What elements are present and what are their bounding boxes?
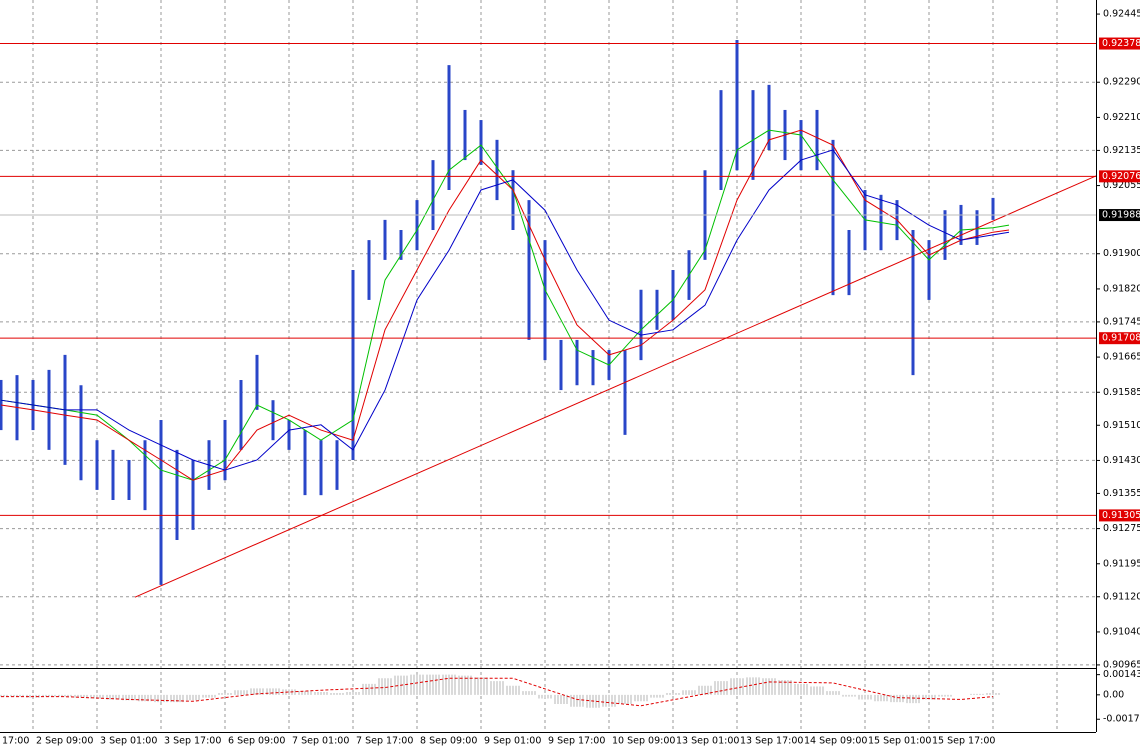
x-tick-label: 3 Sep 01:00 xyxy=(100,736,157,747)
x-tick-label: 15 Sep 01:00 xyxy=(868,736,931,747)
x-tick-label: 9 Sep 01:00 xyxy=(484,736,541,747)
x-tick-label: 3 Sep 17:00 xyxy=(164,736,221,747)
y-tick-label: 0.91430 xyxy=(1103,455,1140,466)
y-tick-label: 0.91040 xyxy=(1103,626,1140,637)
moving-average xyxy=(0,129,1010,481)
y-tick-label: 0.001439 xyxy=(1103,669,1140,680)
level-label: 0.91708 xyxy=(1102,333,1140,344)
x-tick-label: 13 Sep 17:00 xyxy=(740,736,803,747)
x-tick-label: 8 Sep 09:00 xyxy=(420,736,477,747)
level-label: 0.92378 xyxy=(1102,38,1140,49)
y-tick-label: 0.91275 xyxy=(1103,523,1140,534)
y-tick-label: 0.91900 xyxy=(1103,248,1140,259)
y-tick-label: 0.92290 xyxy=(1103,77,1140,88)
y-tick-label: 0.92055 xyxy=(1103,180,1140,191)
level-box xyxy=(1099,332,1140,345)
last-price-label: 0.91988 xyxy=(1102,210,1140,221)
x-tick-label: 14 Sep 09:00 xyxy=(804,736,867,747)
y-tick-label: 0.91585 xyxy=(1103,387,1140,398)
x-tick-label: 17:00 xyxy=(2,736,29,747)
y-tick-label: 0.91120 xyxy=(1103,591,1140,602)
x-tick-label: 15 Sep 17:00 xyxy=(932,736,995,747)
level-label: 0.92076 xyxy=(1102,171,1140,182)
x-tick-label: 7 Sep 01:00 xyxy=(292,736,349,747)
y-tick-label: 0.92210 xyxy=(1103,112,1140,123)
y-tick-label: 0.92445 xyxy=(1103,9,1140,20)
y-tick-label: 0.91665 xyxy=(1103,352,1140,363)
x-tick-label: 7 Sep 17:00 xyxy=(356,736,413,747)
y-tick-label: 0.90965 xyxy=(1103,659,1140,670)
signal-line xyxy=(1,677,994,707)
level-box xyxy=(1099,37,1140,50)
x-tick-label: 13 Sep 01:00 xyxy=(676,736,739,747)
x-tick-label: 2 Sep 09:00 xyxy=(36,736,93,747)
y-tick-label: -0.00174 xyxy=(1103,714,1140,725)
trend-line xyxy=(134,175,1097,598)
y-tick-label: 0.91745 xyxy=(1103,316,1140,327)
y-tick-label: 0.92135 xyxy=(1103,145,1140,156)
moving-average xyxy=(0,149,1010,471)
level-box xyxy=(1099,170,1140,183)
y-tick-label: 0.91195 xyxy=(1103,558,1140,569)
y-tick-label: 0.91820 xyxy=(1103,283,1140,294)
y-tick-label: 0.91355 xyxy=(1103,488,1140,499)
x-tick-label: 6 Sep 09:00 xyxy=(228,736,285,747)
y-tick-label: 0.00 xyxy=(1103,689,1124,700)
level-label: 0.91305 xyxy=(1102,510,1140,521)
y-tick-label: 0.91510 xyxy=(1103,420,1140,431)
last-price-box xyxy=(1099,209,1140,222)
x-tick-label: 9 Sep 17:00 xyxy=(548,736,605,747)
level-box xyxy=(1099,509,1140,522)
x-tick-label: 10 Sep 09:00 xyxy=(612,736,675,747)
